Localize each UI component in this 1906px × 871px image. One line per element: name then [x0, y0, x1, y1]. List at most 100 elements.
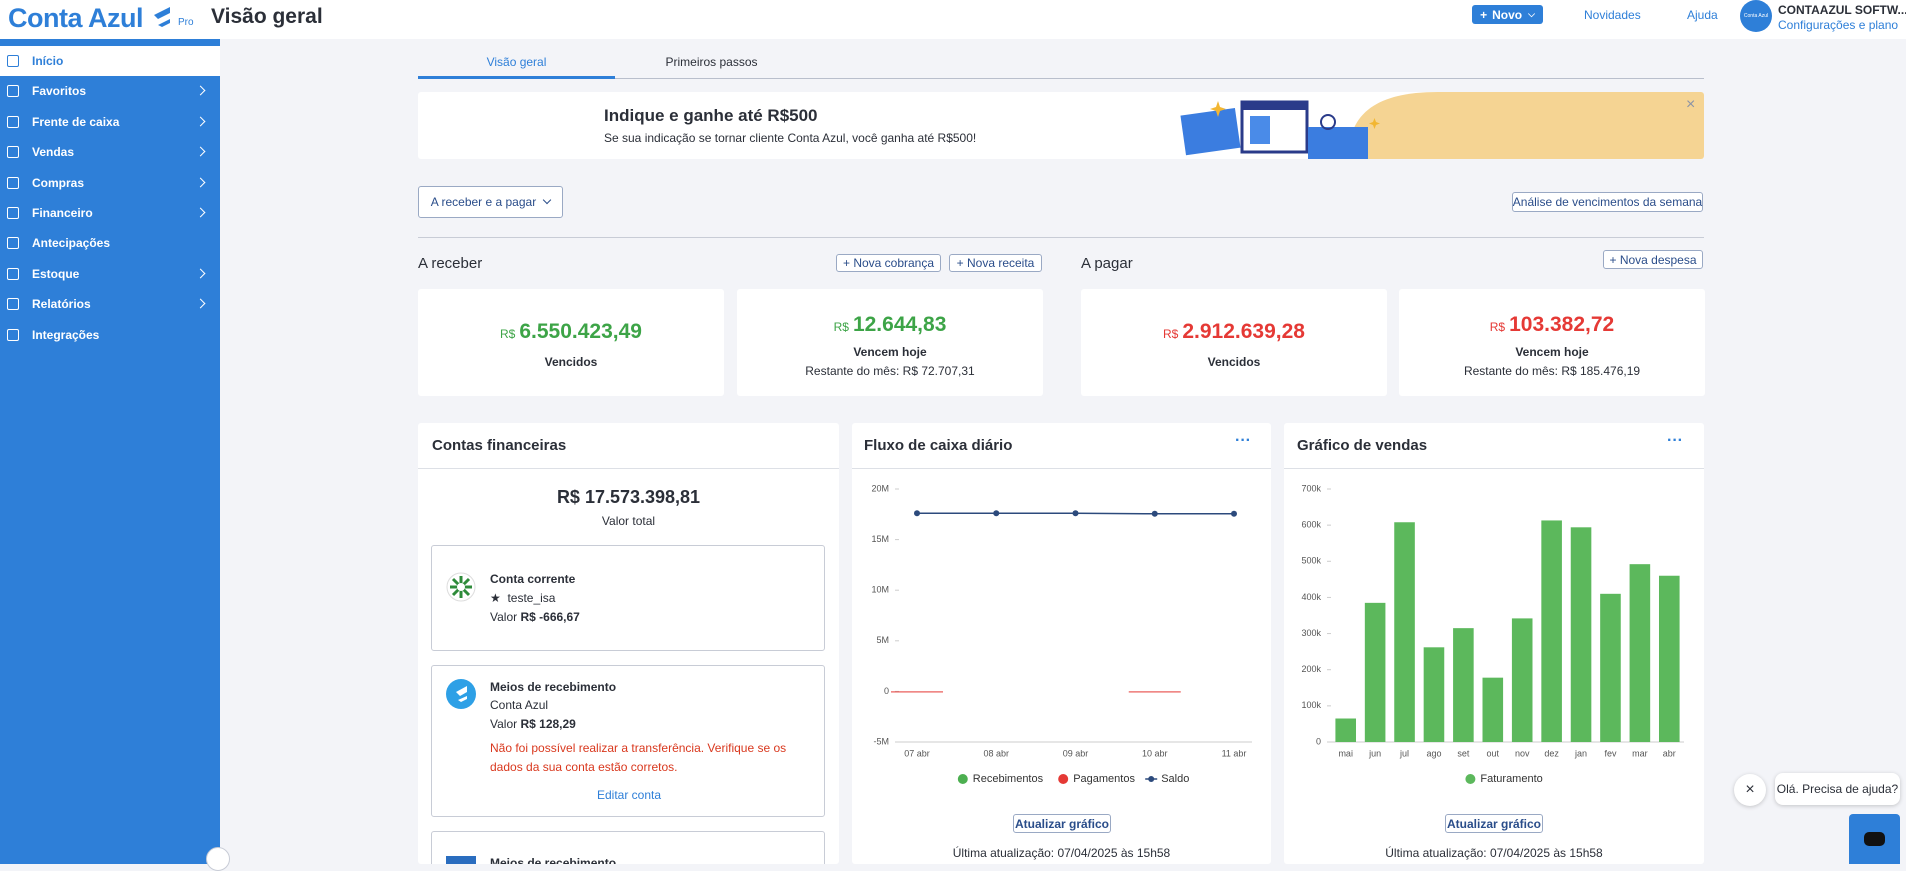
bar — [1482, 677, 1504, 742]
refresh-button[interactable]: Atualizar gráfico — [1013, 814, 1111, 833]
logo-mark — [154, 7, 170, 27]
y-tick-label: 200k — [1301, 664, 1321, 674]
bar — [1511, 618, 1533, 742]
tab[interactable]: Primeiros passos — [665, 55, 758, 69]
sidebar-item[interactable]: Compras — [0, 168, 220, 198]
y-tick-label: 400k — [1301, 592, 1321, 602]
card-note: Restante do mês: R$ 185.476,19 — [1463, 364, 1641, 378]
sidebar-icon — [7, 146, 19, 159]
sidebar-item[interactable]: Relatórios — [0, 289, 220, 319]
currency: R$ — [500, 327, 516, 341]
account-value: Valor R$ 128,29 — [490, 717, 576, 731]
collapse-button[interactable] — [206, 847, 230, 871]
settings-link[interactable]: Configurações e plano — [1778, 18, 1899, 32]
x-tick-label: out — [1487, 748, 1500, 758]
updated-text: Última atualização: 07/04/2025 às 15h58 — [1385, 846, 1603, 860]
edit-link[interactable]: Editar conta — [596, 788, 662, 802]
y-tick-label: 100k — [1301, 700, 1321, 710]
panel-title: Contas financeiras — [432, 437, 567, 454]
page-title: Visão geral — [211, 5, 323, 28]
sidebar-icon — [7, 176, 19, 189]
menu-button[interactable]: ··· — [1235, 432, 1251, 449]
avatar[interactable]: Conta Azul — [1740, 0, 1772, 32]
analysis-button[interactable]: Análise de vencimentos da semana — [1512, 192, 1703, 212]
panel-title: Gráfico de vendas — [1297, 437, 1428, 454]
bar — [1423, 647, 1445, 742]
legend-label: Faturamento — [1480, 773, 1542, 785]
value-label: Valor — [490, 610, 518, 624]
account-card: Meios de recebimento Conta Azul Valor R$… — [431, 665, 825, 817]
legend-label: Saldo — [1161, 773, 1189, 785]
tab-indicator — [418, 76, 615, 79]
close-button[interactable]: × — [1686, 96, 1696, 113]
sidebar-item[interactable]: Frente de caixa — [0, 107, 220, 137]
action-button[interactable]: + Nova receita — [949, 254, 1042, 272]
chevron — [195, 177, 206, 188]
sidebar-label: Início — [32, 54, 64, 68]
sidebar-item[interactable]: Financeiro — [0, 198, 220, 228]
card-label: Vencem hoje — [853, 345, 927, 359]
sidebar-item[interactable]: Favoritos — [0, 76, 220, 106]
sales-chart: 0 100k 200k 300k 400k 500k 600k 700k mai jun jul ag… — [1301, 483, 1684, 785]
sidebar-icon — [7, 237, 19, 250]
legend-swatch — [957, 774, 968, 784]
sidebar-item[interactable]: Estoque — [0, 259, 220, 289]
y-tick-label: 600k — [1301, 520, 1321, 530]
chat-close[interactable]: × — [1734, 774, 1766, 806]
point — [1231, 510, 1237, 517]
sidebar-item[interactable]: Vendas — [0, 137, 220, 167]
account-value: Valor R$ -666,67 — [490, 610, 580, 624]
x-tick-label: dez — [1544, 748, 1559, 758]
chevron — [195, 298, 206, 309]
new-button[interactable]: + Novo ⌵ — [1472, 5, 1543, 24]
divider — [418, 237, 1704, 238]
bar — [1364, 602, 1386, 742]
sidebar-icon — [7, 267, 19, 280]
period-filter[interactable]: A receber e a pagar — [418, 186, 563, 218]
banner-title: Indique e ganhe até R$500 — [604, 106, 818, 125]
x-tick-label: jan — [1574, 748, 1587, 758]
point — [1072, 510, 1079, 517]
chevron — [195, 116, 206, 127]
news-link[interactable]: Novidades — [1584, 8, 1641, 22]
x-tick-label: 07 abr — [904, 748, 930, 758]
x-tick-label: nov — [1515, 748, 1530, 758]
y-tick-label: 10M — [871, 585, 889, 595]
sidebar-icon — [7, 298, 19, 311]
currency: R$ — [833, 320, 849, 334]
help-link[interactable]: Ajuda — [1687, 8, 1718, 22]
amount: 2.912.639,28 — [1182, 320, 1305, 343]
y-tick-label: 20M — [871, 483, 889, 493]
chat-button[interactable] — [1849, 814, 1900, 864]
value-label: Valor — [490, 717, 518, 731]
y-tick-label: 300k — [1301, 628, 1321, 638]
account-detail-text: teste_isa — [507, 591, 556, 605]
refresh-button[interactable]: Atualizar gráfico — [1445, 814, 1543, 833]
sidebar: Início Favoritos Frente de caixa Vendas Comp… — [0, 39, 230, 871]
sidebar-item[interactable]: Integrações — [0, 320, 220, 350]
summary-card: R$ 6.550.423,49 Vencidos — [418, 289, 724, 396]
bar — [1394, 522, 1415, 742]
legend-label: Recebimentos — [973, 773, 1044, 785]
action-button[interactable]: + Nova despesa — [1603, 250, 1703, 269]
sidebar-item[interactable]: Antecipações — [0, 228, 220, 258]
sidebar-label: Integrações — [32, 327, 100, 342]
logo[interactable]: Conta Azul — [8, 3, 143, 33]
sidebar-item[interactable]: Início — [0, 46, 220, 76]
account-icon — [446, 572, 476, 602]
tab[interactable]: Visão geral — [486, 55, 547, 69]
action-button[interactable]: + Nova cobrança — [836, 254, 941, 272]
x-tick-label: jun — [1368, 748, 1381, 758]
action-label: Nova cobrança — [853, 256, 935, 270]
y-tick-label: 0 — [1316, 736, 1321, 746]
bar — [1629, 564, 1651, 742]
account-name: Meios de recebimento — [490, 680, 617, 694]
x-tick-label: abr — [1663, 748, 1676, 758]
accounts-panel: Contas financeiras R$ 17.573.398,81 Valo… — [418, 423, 839, 864]
menu-button[interactable]: ··· — [1667, 432, 1683, 449]
sidebar-label: Relatórios — [32, 297, 91, 312]
bar — [1335, 718, 1357, 742]
y-tick-label: 5M — [876, 635, 889, 645]
legend-label: Pagamentos — [1073, 773, 1135, 785]
x-tick-label: jul — [1399, 748, 1409, 758]
